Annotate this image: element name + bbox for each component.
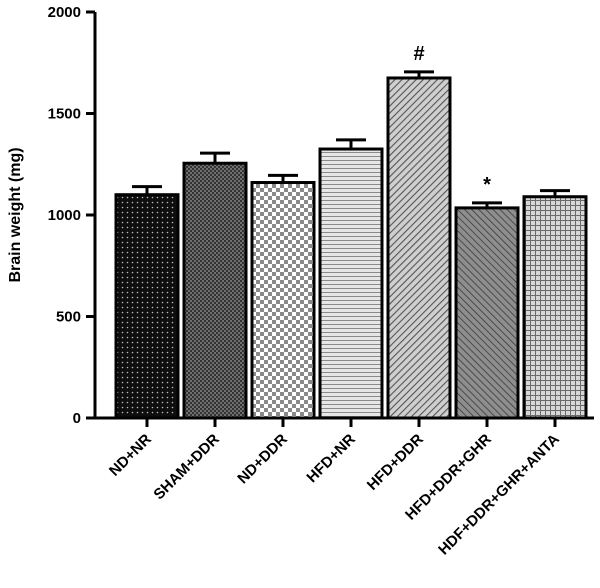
y-tick-label: 1500 — [48, 106, 81, 123]
bar-nd-ddr — [250, 181, 316, 420]
x-tick-label: ND+NR — [106, 431, 155, 480]
bar-hfd-nr — [318, 147, 384, 420]
y-tick-label: 1000 — [48, 207, 81, 224]
x-tick-label: ND+DDR — [234, 431, 291, 488]
bar-hfd-ddr — [386, 76, 452, 420]
x-tick-label: HDF+DDR+GHR+ANTA — [435, 431, 563, 559]
y-tick-label: 0 — [73, 410, 81, 427]
significance-marker: # — [413, 43, 424, 65]
bar-sham-ddr — [182, 161, 248, 420]
x-tick-label: SHAM+DDR — [150, 431, 223, 504]
bars: #* — [114, 43, 588, 420]
bar-hfd-ddr-ghr — [454, 206, 520, 420]
bar-nd-nr — [114, 193, 180, 420]
y-axis-title: Brain weight (mg) — [7, 147, 24, 282]
y-tick-label: 500 — [56, 309, 81, 326]
bar-hdf-ddr-ghr-anta — [522, 195, 588, 420]
y-axis: 0 500 1000 1500 2000 — [48, 4, 97, 427]
x-tick-label: HFD+DDR — [364, 431, 427, 494]
y-tick-label: 2000 — [48, 4, 81, 21]
x-tick-label: HFD+NR — [303, 431, 358, 486]
significance-marker: * — [483, 174, 491, 196]
